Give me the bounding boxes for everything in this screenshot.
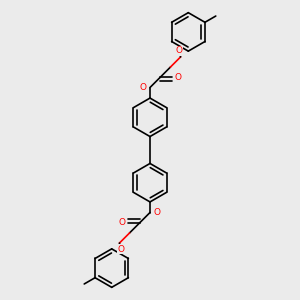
Text: O: O [175, 46, 182, 55]
Text: O: O [118, 218, 126, 227]
Text: O: O [154, 208, 161, 217]
Text: O: O [118, 245, 125, 254]
Text: O: O [139, 83, 146, 92]
Text: O: O [174, 73, 182, 82]
